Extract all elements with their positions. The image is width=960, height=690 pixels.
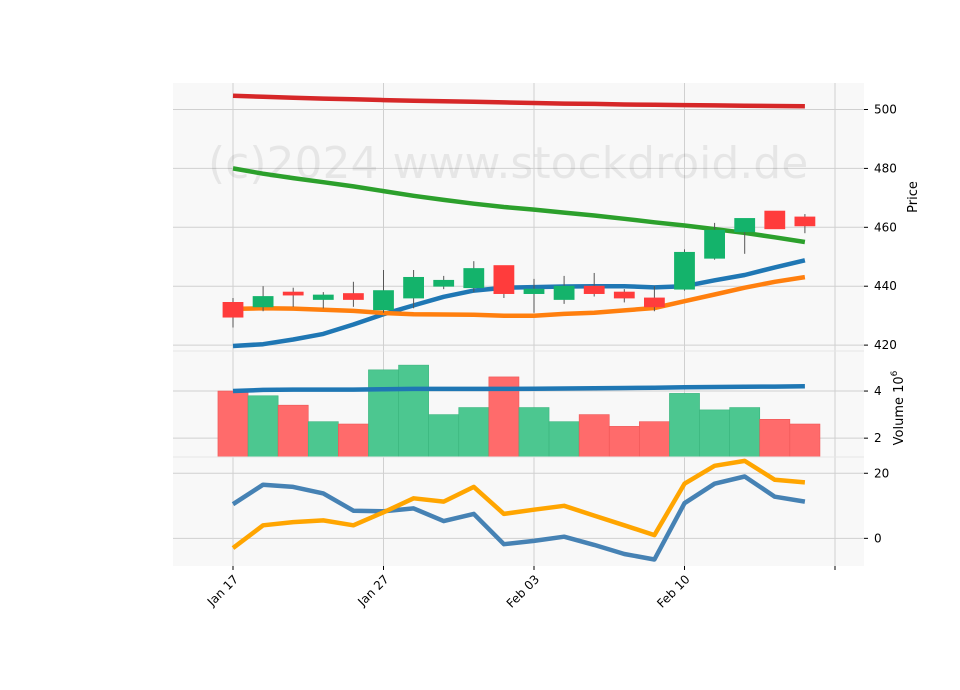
volume-bar (368, 369, 399, 458)
volume-bar (307, 421, 339, 458)
y-tick-label: 4 (874, 384, 882, 398)
candle-body (252, 296, 274, 308)
candle (373, 270, 394, 313)
macd-panel: 0 20 (173, 457, 889, 566)
volume-bar (669, 393, 700, 458)
y-tick-label: 500 (874, 103, 897, 117)
candle (523, 278, 545, 313)
candle-body (433, 279, 455, 287)
y-tick-label: 2 (874, 431, 882, 445)
price-panel: (c)2024 www.stockdroid.de 420 440 460 480 50… (173, 83, 921, 352)
price-axis-label: Price (906, 181, 921, 213)
candle (704, 222, 725, 260)
candle-body (312, 294, 334, 300)
volume-bar (789, 423, 821, 458)
volume-average-line (232, 384, 805, 394)
candle-body (734, 218, 756, 233)
volume-bar (247, 395, 279, 458)
moving-average-line-sma200 (232, 93, 805, 109)
y-tick-label: 480 (874, 161, 897, 175)
volume-bar (578, 414, 610, 458)
moving-average-line-sma10 (232, 274, 806, 318)
y-tick-label: 20 (874, 466, 889, 480)
candle-body (644, 297, 665, 308)
candle (794, 214, 816, 234)
candle-body (463, 268, 485, 289)
candle-body (553, 285, 575, 300)
candle (644, 286, 665, 312)
volume-bar (338, 423, 369, 458)
candle-body (523, 288, 545, 294)
volume-panel: 24 Volume 106 (173, 351, 907, 458)
candle-body (613, 291, 635, 299)
candle (613, 289, 635, 303)
y-tick-label: 460 (874, 220, 897, 234)
candle (312, 292, 334, 309)
candle-body (764, 210, 786, 230)
y-tick-label: 440 (874, 279, 897, 293)
x-tick-label: Feb 03 (504, 572, 542, 610)
y-tick-label: 420 (874, 338, 897, 352)
volume-bar (398, 364, 429, 458)
candle (342, 281, 364, 307)
volume-average (232, 384, 805, 394)
candle-body (403, 276, 425, 299)
x-tick-label: Jan 17 (204, 572, 241, 609)
candle (463, 261, 485, 293)
candle-body (583, 285, 605, 294)
x-tick-label: Feb 10 (654, 572, 692, 610)
volume-bar (277, 404, 309, 458)
candle (433, 275, 455, 290)
candle (403, 270, 425, 309)
candle-body (282, 291, 304, 296)
volume-bar (729, 407, 761, 458)
candle-body (222, 302, 244, 318)
moving-average-line-sma20 (232, 258, 806, 349)
candle-body (704, 229, 725, 259)
moving-average-line-sma100 (232, 166, 806, 245)
candle (674, 249, 695, 291)
candle (252, 286, 274, 312)
candle-body (493, 265, 515, 294)
candlesticks (222, 210, 816, 328)
candle-body (342, 293, 364, 300)
volume-bar (759, 419, 791, 458)
macd-y-ticks: 0 20 (864, 466, 889, 545)
candle-body (373, 290, 394, 311)
candle (282, 287, 304, 307)
candle-body (674, 251, 695, 290)
price-panel-background (173, 83, 864, 351)
candle (222, 297, 244, 328)
volume-y-ticks: 24 (864, 384, 882, 445)
watermark-text: (c)2024 www.stockdroid.de (208, 138, 808, 189)
volume-bar (518, 407, 550, 458)
price-y-ticks: 420 440 460 480 500 (864, 103, 897, 352)
macd-lines (231, 458, 806, 562)
y-tick-label: 0 (874, 531, 882, 545)
macd-line-signal (231, 458, 806, 550)
candle (764, 210, 786, 230)
volume-axis-label: Volume 106 (890, 370, 907, 445)
volume-bar (639, 421, 670, 458)
candle (583, 272, 605, 297)
macd-line-macd (231, 474, 806, 562)
volume-bar (548, 421, 580, 458)
volume-bar (699, 409, 730, 458)
volume-bar (458, 407, 490, 458)
candle (493, 265, 515, 298)
candle (734, 218, 756, 254)
volume-bar (217, 390, 249, 458)
volume-bar (608, 426, 640, 458)
x-tick-label: Jan 27 (354, 572, 391, 609)
volume-bar (428, 414, 460, 458)
price-moving-averages (232, 93, 806, 349)
candle (553, 275, 575, 304)
candle-body (794, 216, 816, 227)
